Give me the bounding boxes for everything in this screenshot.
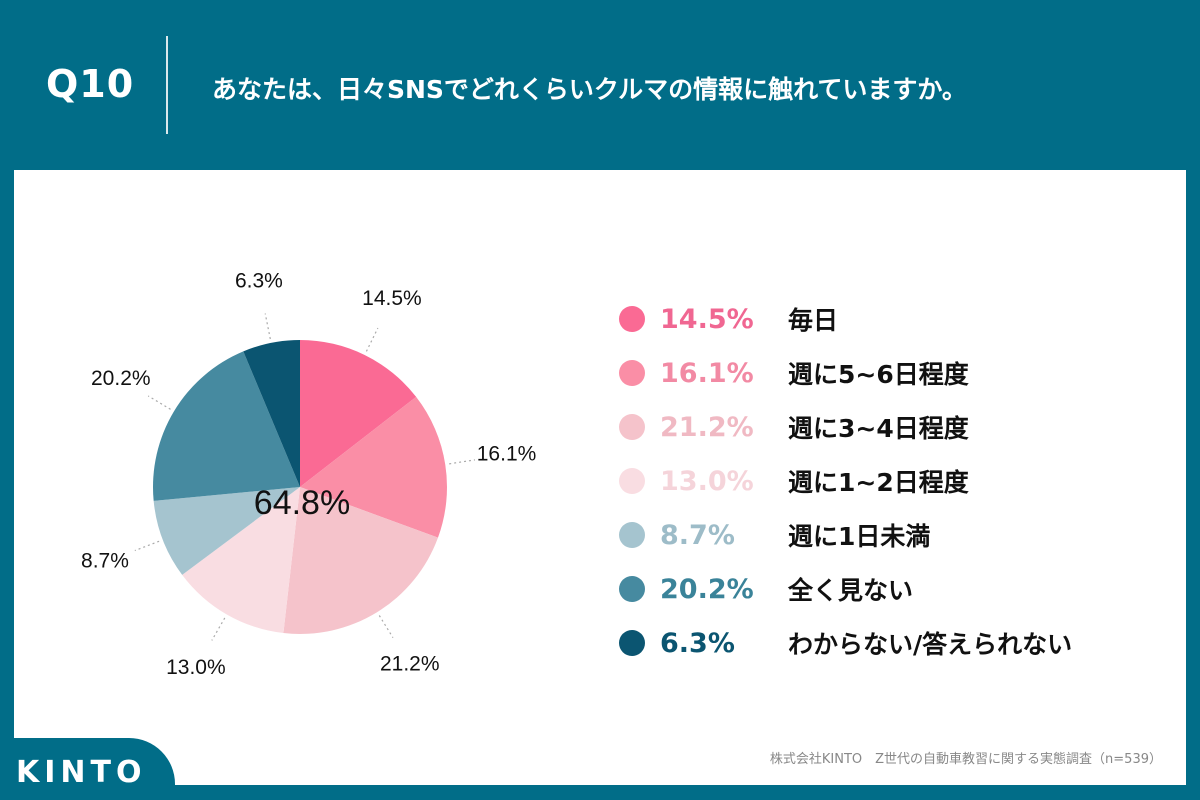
- legend-item: 21.2% 週に3~4日程度: [619, 407, 969, 447]
- legend-swatch: [619, 306, 645, 332]
- question-text: あなたは、日々SNSでどれくらいクルマの情報に触れていますか。: [212, 75, 967, 104]
- leader-line: [147, 395, 171, 410]
- pie-slice: [182, 487, 300, 634]
- legend-percent: 21.2%: [660, 411, 754, 443]
- slice-value-label: 20.2%: [91, 367, 151, 390]
- pie-chart: 14.5% 16.1% 21.2% 13.0% 8.7% 20.2% 6.3% 64.8%: [81, 270, 537, 679]
- kinto-logo: KINTO: [16, 755, 147, 790]
- legend-label: わからない/答えられない: [788, 630, 1073, 659]
- legend-item: 6.3% わからない/答えられない: [619, 623, 1072, 663]
- pie-slice: [283, 487, 438, 634]
- legend-percent: 13.0%: [660, 465, 754, 497]
- legend-swatch: [619, 360, 645, 386]
- legend-swatch: [619, 468, 645, 494]
- slice-value-label: 14.5%: [362, 287, 422, 310]
- leader-line: [134, 540, 160, 552]
- legend-swatch: [619, 630, 645, 656]
- legend-swatch: [619, 522, 645, 548]
- legend-item: 14.5% 毎日: [619, 299, 838, 339]
- question-number: Q10: [46, 62, 135, 106]
- pie-center-label: 64.8%: [254, 484, 350, 522]
- legend-percent: 8.7%: [660, 519, 735, 551]
- logo-tab: KINTO: [0, 738, 175, 800]
- legend-item: 16.1% 週に5~6日程度: [619, 353, 969, 393]
- legend-swatch: [619, 576, 645, 602]
- legend-label: 全く見ない: [788, 576, 914, 605]
- pie-slice: [153, 487, 300, 575]
- legend-percent: 6.3%: [660, 627, 735, 659]
- header-divider: [166, 36, 168, 134]
- legend-item: 8.7% 週に1日未満: [619, 515, 930, 555]
- legend-percent: 16.1%: [660, 357, 754, 389]
- leader-line: [211, 617, 226, 641]
- leader-line: [449, 459, 476, 465]
- legend-label: 週に5~6日程度: [788, 360, 969, 389]
- slice-value-label: 16.1%: [477, 442, 537, 465]
- legend-item: 13.0% 週に1~2日程度: [619, 461, 969, 501]
- leader-line: [264, 313, 271, 340]
- legend-label: 週に1日未満: [788, 522, 931, 551]
- legend-item: 20.2% 全く見ない: [619, 569, 913, 609]
- source-note: 株式会社KINTO Z世代の自動車教習に関する実態調査（n=539）: [769, 752, 1162, 767]
- leader-line: [365, 327, 379, 352]
- slice-value-label: 6.3%: [235, 270, 283, 293]
- legend-percent: 20.2%: [660, 573, 754, 605]
- slice-value-label: 13.0%: [166, 656, 226, 679]
- legend-label: 毎日: [788, 306, 839, 335]
- pie-slice: [243, 340, 300, 487]
- chart-card: 14.5% 16.1% 21.2% 13.0% 8.7% 20.2% 6.3% 64.8% 1…: [14, 170, 1186, 785]
- legend-label: 週に1~2日程度: [788, 468, 969, 497]
- legend-swatch: [619, 414, 645, 440]
- slice-value-label: 21.2%: [380, 652, 440, 675]
- slice-value-label: 8.7%: [81, 550, 129, 573]
- legend-percent: 14.5%: [660, 303, 754, 335]
- pie-slice: [152, 351, 300, 501]
- legend-label: 週に3~4日程度: [788, 414, 969, 443]
- pie-slice: [300, 340, 417, 487]
- leader-line: [378, 615, 394, 638]
- pie-slice: [300, 396, 447, 538]
